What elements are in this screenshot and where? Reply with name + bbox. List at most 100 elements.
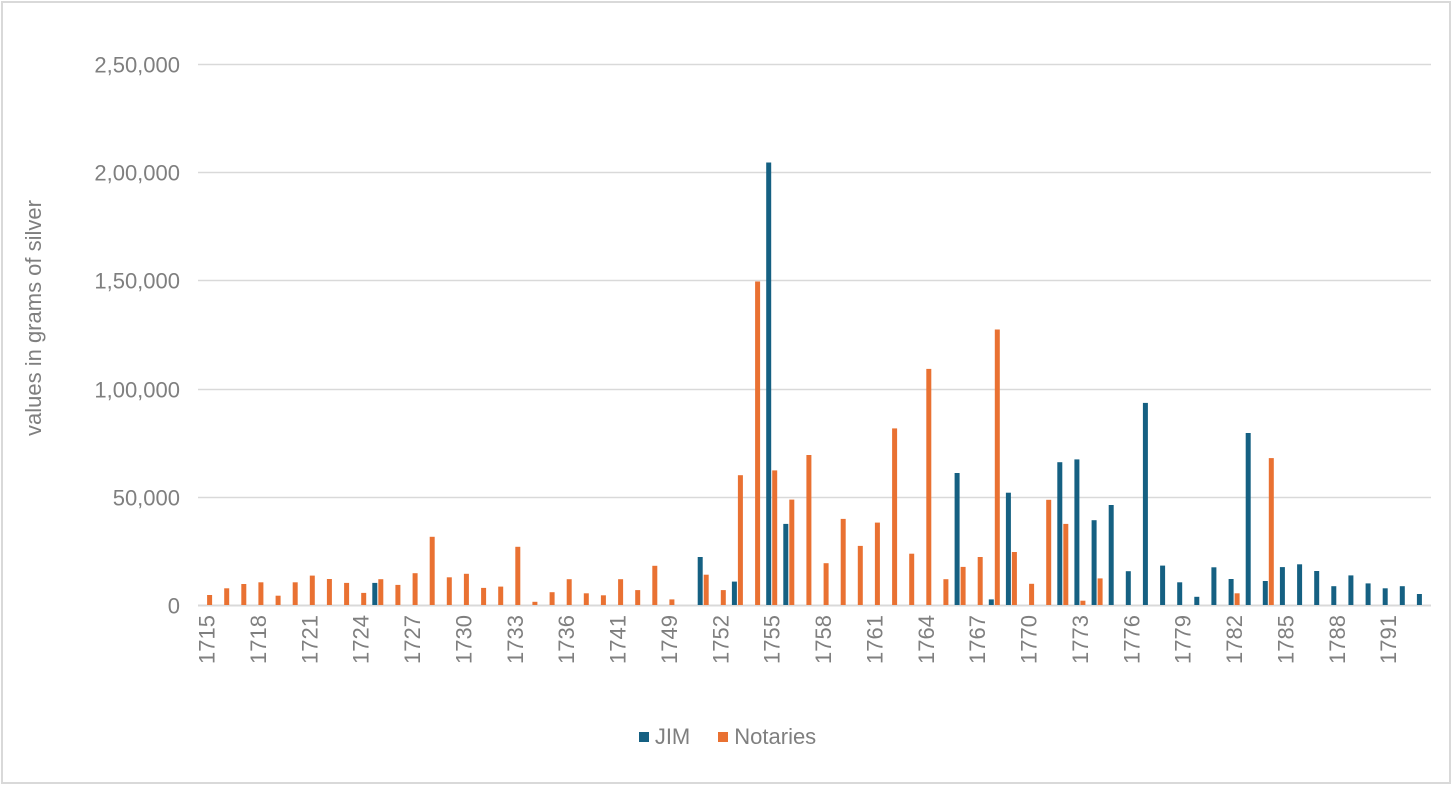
bar-jim: [1211, 567, 1217, 605]
bar-jim: [1142, 402, 1148, 605]
bar-notaries: [549, 592, 555, 605]
bar-jim: [1348, 575, 1354, 605]
x-tick-label: 1764: [914, 615, 939, 664]
x-tick-label: 1788: [1325, 615, 1350, 664]
x-tick-label: 1785: [1273, 615, 1298, 664]
legend-item-notaries: Notaries: [718, 724, 816, 750]
bar-notaries: [412, 573, 418, 605]
bar-series: [207, 162, 1422, 605]
bar-notaries: [224, 588, 230, 605]
bar-notaries: [1097, 578, 1103, 605]
y-tick-label: 0: [168, 594, 180, 619]
bar-notaries: [737, 475, 743, 605]
bar-notaries: [703, 574, 709, 605]
bar-notaries: [481, 587, 487, 605]
bar-jim: [1279, 567, 1285, 605]
bar-jim: [1057, 462, 1063, 605]
legend: JIM Notaries: [0, 724, 1455, 750]
bar-notaries: [840, 518, 846, 605]
bar-notaries: [566, 579, 572, 605]
bar-notaries: [326, 579, 332, 605]
x-tick-label: 1736: [554, 615, 579, 664]
bar-notaries: [446, 577, 452, 605]
bar-jim: [1416, 594, 1422, 605]
bar-jim: [1365, 583, 1371, 605]
bar-notaries: [857, 545, 863, 605]
x-tick-label: 1782: [1222, 615, 1247, 664]
bar-jim: [1125, 571, 1131, 605]
bar-notaries: [275, 595, 281, 605]
bar-jim: [697, 557, 703, 605]
bar-jim: [1297, 564, 1303, 605]
bar-jim: [783, 523, 789, 605]
bar-notaries: [600, 595, 606, 605]
bar-notaries: [755, 281, 761, 605]
bar-jim: [1108, 505, 1114, 605]
x-tick-label: 1724: [349, 615, 374, 664]
x-tick-label: 1727: [400, 615, 425, 664]
bar-notaries: [361, 592, 367, 605]
legend-item-jim: JIM: [638, 724, 691, 750]
bar-jim: [1091, 520, 1097, 605]
bar-notaries: [720, 590, 726, 605]
legend-swatch-notaries-icon: [718, 732, 729, 742]
x-tick-label: 1767: [965, 615, 990, 664]
bar-notaries: [1029, 583, 1035, 605]
bar-jim: [1074, 459, 1080, 605]
x-tick-label: 1715: [195, 615, 220, 664]
bar-notaries: [926, 368, 932, 605]
x-tick-label: 1779: [1171, 615, 1196, 664]
x-tick-label: 1755: [760, 615, 785, 664]
x-tick-label: 1791: [1376, 615, 1401, 664]
bar-notaries: [789, 499, 795, 605]
bar-notaries: [943, 579, 949, 605]
bar-notaries: [772, 470, 778, 605]
bar-notaries: [823, 563, 829, 605]
x-tick-label: 1721: [297, 615, 322, 664]
bar-notaries: [669, 599, 675, 605]
bar-notaries: [1268, 458, 1274, 605]
legend-label-notaries: Notaries: [734, 724, 817, 749]
x-tick-label: 1758: [811, 615, 836, 664]
bar-notaries: [463, 573, 469, 605]
x-tick-label: 1741: [606, 615, 631, 664]
bar-notaries: [874, 522, 880, 605]
x-tick-label: 1718: [246, 615, 271, 664]
legend-label-jim: JIM: [654, 724, 691, 749]
bar-jim: [766, 162, 772, 605]
bar-notaries: [292, 582, 298, 605]
x-axis-tick-labels: 1715 1718 1721 1724 1727 1730 1733 1736 1741 1749…: [195, 615, 1402, 664]
x-tick-label: 1749: [657, 615, 682, 664]
bar-jim: [1399, 586, 1405, 605]
bar-notaries: [977, 557, 983, 605]
bar-notaries: [498, 586, 504, 605]
x-tick-label: 1776: [1119, 615, 1144, 664]
y-tick-label: 2,00,000: [94, 161, 180, 186]
x-tick-label: 1773: [1068, 615, 1093, 664]
bar-jim: [1382, 588, 1388, 605]
x-tick-label: 1733: [503, 615, 528, 664]
bar-notaries: [1011, 552, 1017, 605]
bar-jim: [731, 581, 737, 605]
x-tick-label: 1770: [1017, 615, 1042, 664]
bar-jim: [1262, 581, 1268, 605]
y-tick-label: 1,00,000: [94, 378, 180, 403]
bar-notaries: [994, 329, 1000, 605]
bar-notaries: [635, 590, 641, 605]
bar-notaries: [1063, 523, 1069, 605]
bar-notaries: [378, 579, 384, 605]
bar-notaries: [652, 565, 658, 605]
bar-notaries: [1046, 499, 1052, 605]
x-tick-label: 1730: [451, 615, 476, 664]
bar-notaries: [1234, 593, 1240, 605]
bar-notaries: [960, 566, 966, 605]
bar-jim: [988, 599, 994, 605]
bar-notaries: [241, 584, 247, 605]
y-tick-label: 2,50,000: [94, 53, 180, 78]
x-tick-label: 1761: [862, 615, 887, 664]
bar-jim: [372, 582, 378, 605]
bar-jim: [1331, 586, 1337, 605]
bar-notaries: [806, 455, 812, 605]
bar-notaries: [583, 593, 589, 605]
